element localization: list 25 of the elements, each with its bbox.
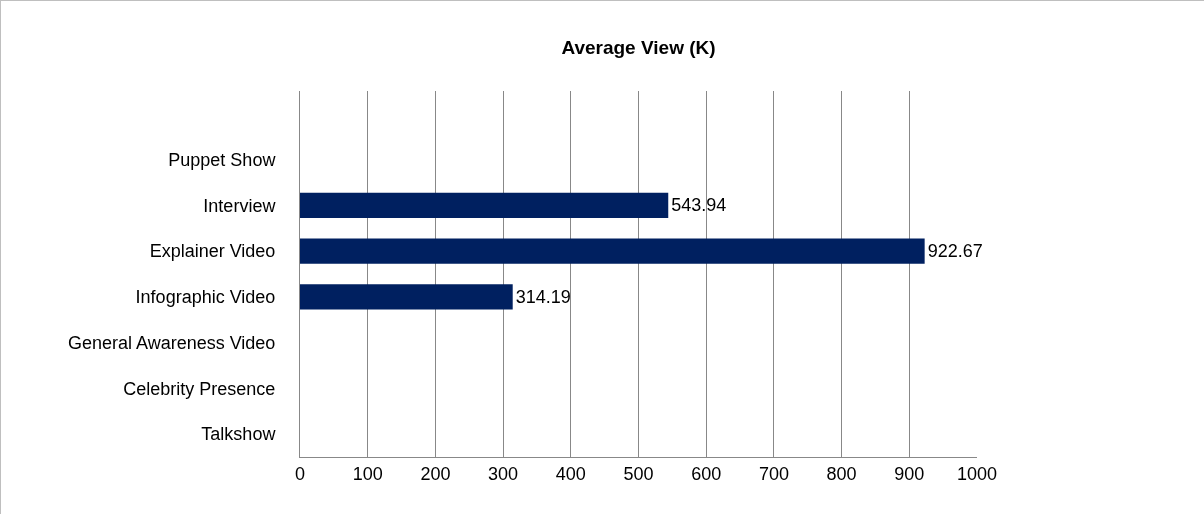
y-tick-label: Interview [203, 195, 277, 216]
y-tick-label: Celebrity Presence [123, 378, 276, 399]
x-tick-label: 0 [294, 463, 306, 484]
y-tick-label: General Awareness Video [67, 332, 276, 353]
bar [300, 192, 669, 218]
data-label: 543.94 [671, 195, 727, 216]
data-label: 314.19 [515, 286, 571, 307]
bar [300, 238, 925, 264]
y-tick-label: Explainer Video [149, 241, 276, 262]
x-tick-label: 1000 [956, 463, 998, 484]
y-tick-label: Talkshow [201, 424, 277, 445]
x-tick-label: 200 [420, 463, 451, 484]
x-tick-label: 600 [691, 463, 722, 484]
y-tick-label: Puppet Show [168, 149, 277, 170]
x-tick-label: 400 [555, 463, 586, 484]
data-label: 922.67 [927, 241, 983, 262]
x-tick-label: 800 [826, 463, 857, 484]
chart-title: Average View (K) [561, 36, 716, 58]
x-tick-label: 900 [894, 463, 925, 484]
x-tick-label: 500 [623, 463, 654, 484]
x-tick-label: 300 [488, 463, 519, 484]
y-tick-label: Infographic Video [135, 287, 276, 308]
x-tick-label: 100 [352, 463, 383, 484]
bar [300, 284, 513, 310]
x-tick-label: 700 [758, 463, 789, 484]
